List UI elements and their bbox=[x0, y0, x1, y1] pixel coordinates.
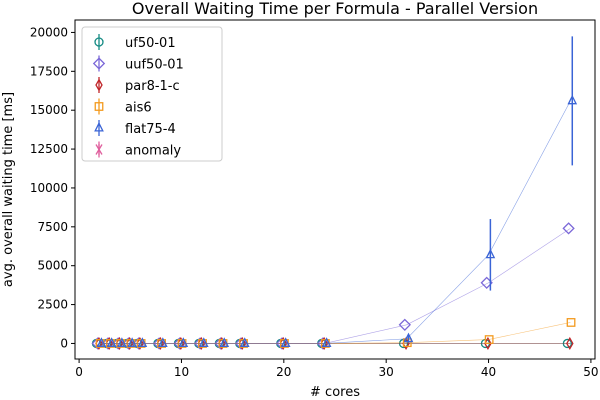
data-point bbox=[566, 318, 576, 327]
data-point bbox=[280, 337, 291, 347]
legend-item-par8-1-c: par8-1-c bbox=[95, 77, 180, 94]
x-tick-label: 40 bbox=[481, 365, 496, 379]
axes-frame bbox=[74, 19, 596, 360]
legend-label: uuf50-01 bbox=[125, 58, 184, 73]
legend-label: flat75-4 bbox=[125, 122, 176, 137]
legend-item-flat75-4: flat75-4 bbox=[94, 120, 176, 137]
data-point bbox=[398, 318, 411, 331]
data-point bbox=[402, 338, 412, 348]
y-tick-label: 7500 bbox=[37, 220, 68, 234]
legend: uf50-01 uuf50-01 par8-1-c ais6 flat75-4 anoma… bbox=[81, 26, 223, 162]
plot-area bbox=[74, 19, 596, 360]
data-point bbox=[321, 337, 332, 347]
y-tick-label: 5000 bbox=[37, 259, 68, 273]
legend-item-uuf50-01: uuf50-01 bbox=[92, 55, 184, 73]
data-point bbox=[485, 248, 496, 259]
y-axis-label: avg. overall waiting time [ms] bbox=[1, 92, 16, 287]
legend-box bbox=[81, 26, 223, 162]
y-tick-label: 20000 bbox=[30, 25, 68, 39]
y-tick-label: 17500 bbox=[30, 64, 68, 78]
y-tick-label: 2500 bbox=[37, 298, 68, 312]
chart-title: Overall Waiting Time per Formula - Paral… bbox=[132, 0, 538, 18]
x-tick-label: 0 bbox=[75, 365, 83, 379]
legend-item-anomaly: anomaly bbox=[95, 141, 181, 159]
legend-marker bbox=[95, 144, 103, 155]
data-point bbox=[137, 337, 148, 347]
legend-label: par8-1-c bbox=[125, 79, 180, 94]
data-point bbox=[157, 337, 168, 347]
y-tick-label: 10000 bbox=[30, 181, 68, 195]
data-point bbox=[484, 335, 494, 344]
legend-item-uf50-01: uf50-01 bbox=[94, 34, 176, 51]
x-axis-label: # cores bbox=[310, 385, 360, 400]
x-tick-label: 30 bbox=[379, 365, 394, 379]
legend-marker bbox=[92, 57, 106, 70]
legend-label: anomaly bbox=[125, 144, 181, 159]
x-tick-label: 20 bbox=[276, 365, 291, 379]
x-tick-label: 10 bbox=[174, 365, 189, 379]
data-point bbox=[562, 222, 575, 235]
data-point bbox=[96, 337, 107, 347]
legend-marker bbox=[95, 78, 103, 92]
legend-item-ais6: ais6 bbox=[94, 98, 152, 116]
data-point bbox=[127, 337, 137, 347]
data-point bbox=[403, 332, 414, 343]
legend-label: uf50-01 bbox=[125, 36, 176, 51]
y-tick-label: 0 bbox=[60, 336, 68, 350]
data-point bbox=[178, 337, 189, 347]
series-flat75-4 bbox=[96, 36, 578, 347]
y-tick-label: 15000 bbox=[30, 103, 68, 117]
x-axis-ticks: 0 10 20 30 40 50 bbox=[75, 359, 599, 379]
legend-marker bbox=[94, 121, 104, 132]
data-point bbox=[198, 337, 209, 347]
x-tick-label: 50 bbox=[583, 365, 598, 379]
data-point bbox=[239, 337, 250, 347]
legend-marker bbox=[94, 102, 104, 111]
data-point bbox=[567, 94, 578, 105]
legend-marker bbox=[94, 37, 104, 47]
data-point bbox=[106, 337, 117, 347]
y-axis-ticks: 0 2500 5000 7500 10000 12500 15000 17500 20000 bbox=[30, 25, 75, 350]
legend-label: ais6 bbox=[125, 101, 152, 116]
data-point bbox=[117, 337, 127, 347]
data-point bbox=[566, 336, 574, 351]
series-layer bbox=[91, 36, 578, 351]
y-tick-label: 12500 bbox=[30, 142, 68, 156]
data-point bbox=[219, 337, 230, 347]
